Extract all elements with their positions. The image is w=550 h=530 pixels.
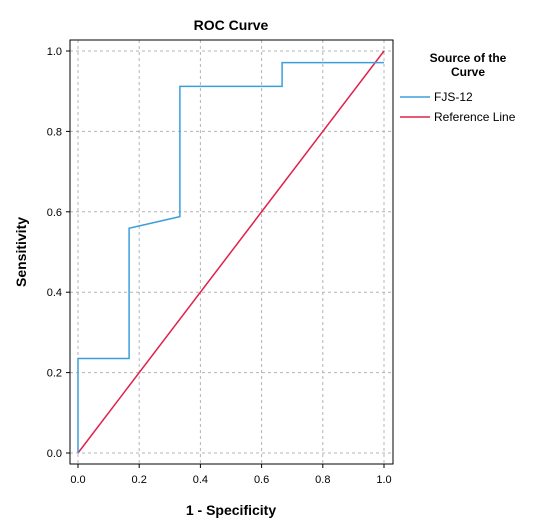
x-tick-label: 0.0 bbox=[70, 474, 85, 486]
y-tick-label: 1.0 bbox=[47, 46, 62, 58]
y-tick-label: 0.6 bbox=[47, 207, 62, 219]
y-axis-label: Sensitivity bbox=[13, 217, 29, 287]
x-tick-label: 0.6 bbox=[254, 474, 269, 486]
y-tick-label: 0.8 bbox=[47, 126, 62, 138]
grid bbox=[70, 40, 393, 464]
series-line-reference-line bbox=[77, 50, 385, 454]
plot-frame bbox=[69, 39, 394, 465]
axes: 0.0 0.2 0.4 0.6 0.8 1.0 0.0 0.2 0.4 0.6 0.8 1.0 bbox=[47, 46, 392, 486]
x-tick-label: 0.8 bbox=[315, 474, 330, 486]
x-tick-label: 0.4 bbox=[193, 474, 208, 486]
legend-label: Reference Line bbox=[434, 110, 516, 124]
chart-title: ROC Curve bbox=[194, 17, 269, 33]
y-tick-label: 0.4 bbox=[47, 287, 62, 299]
x-tick-label: 0.2 bbox=[132, 474, 147, 486]
legend-title-line-1: Source of the bbox=[430, 51, 507, 65]
x-tick-label: 1.0 bbox=[376, 474, 391, 486]
legend-title-line-2: Curve bbox=[451, 65, 485, 79]
legend: Source of the Curve FJS-12 Reference Line bbox=[400, 51, 516, 124]
series-line-fjs-12 bbox=[77, 61, 384, 453]
series-lines bbox=[77, 50, 385, 454]
y-tick-label: 0.2 bbox=[47, 368, 62, 380]
legend-label: FJS-12 bbox=[434, 90, 473, 104]
y-tick-label: 0.0 bbox=[47, 448, 62, 460]
x-axis-label: 1 - Specificity bbox=[186, 502, 276, 518]
legend-entries: FJS-12 Reference Line bbox=[400, 90, 516, 124]
